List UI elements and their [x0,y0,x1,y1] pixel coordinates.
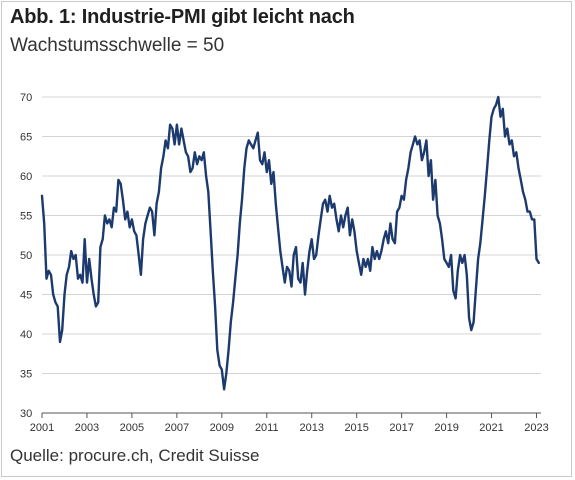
y-tick-label: 55 [20,211,32,223]
x-tick-label: 2003 [75,422,99,434]
series-group [40,95,540,391]
y-tick-label: 60 [20,171,32,183]
y-tick-label: 40 [20,329,32,341]
y-tick-label: 35 [20,369,32,381]
series-line [40,95,540,391]
chart-title: Abb. 1: Industrie-PMI gibt leicht nach [10,6,355,28]
x-tick-label: 2011 [255,422,279,434]
x-tick-label: 2007 [165,422,189,434]
x-tick-label: 2023 [524,422,548,434]
y-tick-label: 30 [20,408,32,420]
y-tick-label: 45 [20,290,32,302]
x-tick-label: 2019 [434,422,458,434]
source-note: Quelle: procure.ch, Credit Suisse [10,446,260,465]
x-tick-label: 2001 [30,422,54,434]
x-tick-label: 2009 [210,422,234,434]
x-tick-label: 2005 [120,422,144,434]
axes: 30 35 40 45 50 55 60 65 70 2001 2003 2005 2007 2009 20… [20,92,549,434]
grid-lines [42,96,541,374]
x-tick-label: 2013 [299,422,323,434]
x-tick-label: 2017 [389,422,413,434]
y-tick-label: 70 [20,92,32,104]
chart-subtitle: Wachstumsschwelle = 50 [10,35,225,56]
y-tick-label: 50 [20,250,32,262]
y-tick-label: 65 [20,132,32,144]
x-tick-label: 2021 [479,422,503,434]
x-tick-label: 2015 [344,422,368,434]
